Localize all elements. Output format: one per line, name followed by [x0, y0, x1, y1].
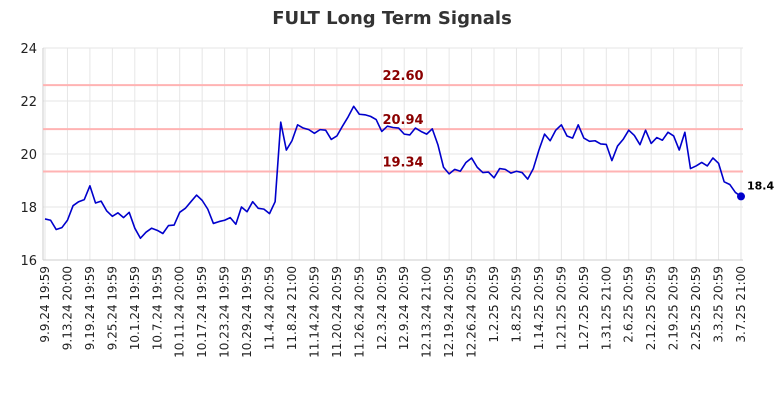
x-tick-label: 12.26.24 20:59 — [465, 266, 479, 358]
x-tick-label: 11.20.24 20:59 — [330, 266, 344, 358]
x-tick-label: 12.13.24 21:00 — [420, 266, 434, 358]
x-tick-label: 10.29.24 19:59 — [240, 266, 254, 358]
x-tick-label: 3.7.25 21:00 — [734, 266, 748, 343]
x-tick-label: 1.14.25 20:59 — [532, 266, 546, 350]
x-tick-label: 12.3.24 20:59 — [375, 266, 389, 350]
last-point-marker — [737, 192, 745, 201]
x-tick-label: 12.9.24 20:59 — [397, 266, 411, 350]
x-tick-label: 1.2.25 20:59 — [487, 266, 501, 343]
x-tick-label: 1.31.25 21:00 — [599, 266, 613, 350]
x-tick-label: 11.4.24 20:59 — [263, 266, 277, 350]
x-tick-label: 1.27.25 20:59 — [577, 266, 591, 350]
x-tick-label: 1.8.25 20:59 — [509, 266, 523, 343]
x-tick-label: 12.19.24 20:59 — [442, 266, 456, 358]
y-tick-label: 18 — [20, 201, 37, 216]
x-tick-label: 2.25.25 20:59 — [689, 266, 703, 350]
price-line — [44, 105, 742, 240]
chart-title: FULT Long Term Signals — [272, 8, 512, 29]
x-tick-label: 9.25.24 19:59 — [105, 266, 119, 350]
x-tick-label: 2.6.25 20:59 — [622, 266, 636, 343]
x-tick-label: 10.1.24 19:59 — [128, 266, 142, 350]
x-tick-label: 11.8.24 21:00 — [285, 266, 299, 350]
x-tick-label: 2.19.25 20:59 — [667, 266, 681, 350]
x-tick-label: 9.13.24 20:00 — [60, 266, 74, 350]
y-tick-label: 22 — [20, 95, 37, 110]
x-tick-label: 9.19.24 19:59 — [83, 266, 97, 350]
signal-level-label: 20.94 — [382, 113, 423, 128]
x-tick-label: 11.26.24 20:59 — [352, 266, 366, 358]
x-tick-label: 9.9.24 19:59 — [38, 266, 52, 343]
y-tick-label: 20 — [20, 148, 37, 163]
last-value-label: 18.4 — [747, 179, 774, 192]
signal-level-label: 19.34 — [382, 155, 423, 170]
x-tick-label: 11.14.24 20:59 — [307, 266, 321, 358]
x-tick-label: 2.12.25 20:59 — [644, 266, 658, 350]
x-tick-label: 3.3.25 20:59 — [712, 266, 726, 343]
x-tick-label: 10.11.24 20:00 — [173, 266, 187, 358]
x-tick-label: 10.7.24 19:59 — [150, 266, 164, 350]
x-tick-label: 1.21.25 20:59 — [554, 266, 568, 350]
x-tick-label: 10.23.24 19:59 — [218, 266, 232, 358]
x-tick-label: 10.17.24 19:59 — [195, 266, 209, 358]
signal-level-label: 22.60 — [382, 69, 423, 84]
y-tick-label: 24 — [20, 42, 37, 57]
y-tick-label: 16 — [20, 254, 37, 269]
